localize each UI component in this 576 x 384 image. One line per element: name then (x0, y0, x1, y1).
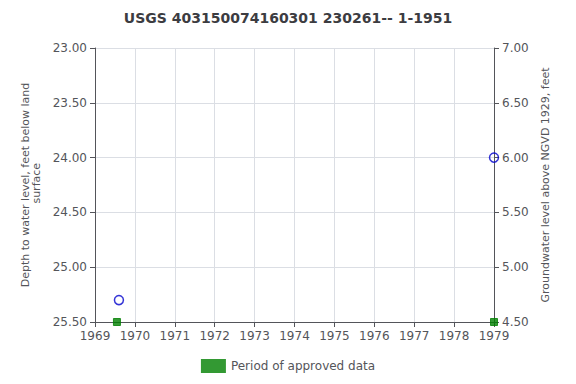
svg-text:5.00: 5.00 (502, 260, 529, 274)
svg-text:6.00: 6.00 (502, 151, 529, 165)
svg-text:1978: 1978 (439, 329, 470, 343)
svg-text:24.00: 24.00 (53, 151, 87, 165)
svg-text:1977: 1977 (399, 329, 430, 343)
svg-text:25.50: 25.50 (53, 315, 87, 329)
svg-text:1972: 1972 (199, 329, 230, 343)
svg-text:1979: 1979 (479, 329, 510, 343)
svg-text:6.50: 6.50 (502, 96, 529, 110)
svg-text:1970: 1970 (120, 329, 151, 343)
svg-text:Depth to water level, feet bel: Depth to water level, feet below land (18, 82, 32, 288)
svg-text:1969: 1969 (80, 329, 111, 343)
svg-text:23.00: 23.00 (53, 41, 87, 55)
svg-text:1971: 1971 (160, 329, 191, 343)
svg-text:Period of approved data: Period of approved data (231, 359, 375, 373)
svg-text:24.50: 24.50 (53, 205, 87, 219)
svg-text:1976: 1976 (359, 329, 390, 343)
svg-text:USGS 403150074160301 230261--: USGS 403150074160301 230261-- 1-1951 (124, 10, 452, 26)
svg-text:1975: 1975 (319, 329, 350, 343)
svg-text:5.50: 5.50 (502, 205, 529, 219)
svg-text:Groundwater level above NGVD 1: Groundwater level above NGVD 1929, feet (539, 67, 552, 303)
svg-text:surface: surface (30, 163, 43, 207)
svg-text:1974: 1974 (279, 329, 310, 343)
svg-text:1973: 1973 (239, 329, 270, 343)
svg-text:7.00: 7.00 (502, 41, 529, 55)
svg-text:25.00: 25.00 (53, 260, 87, 274)
svg-text:4.50: 4.50 (502, 315, 529, 329)
svg-text:23.50: 23.50 (53, 96, 87, 110)
